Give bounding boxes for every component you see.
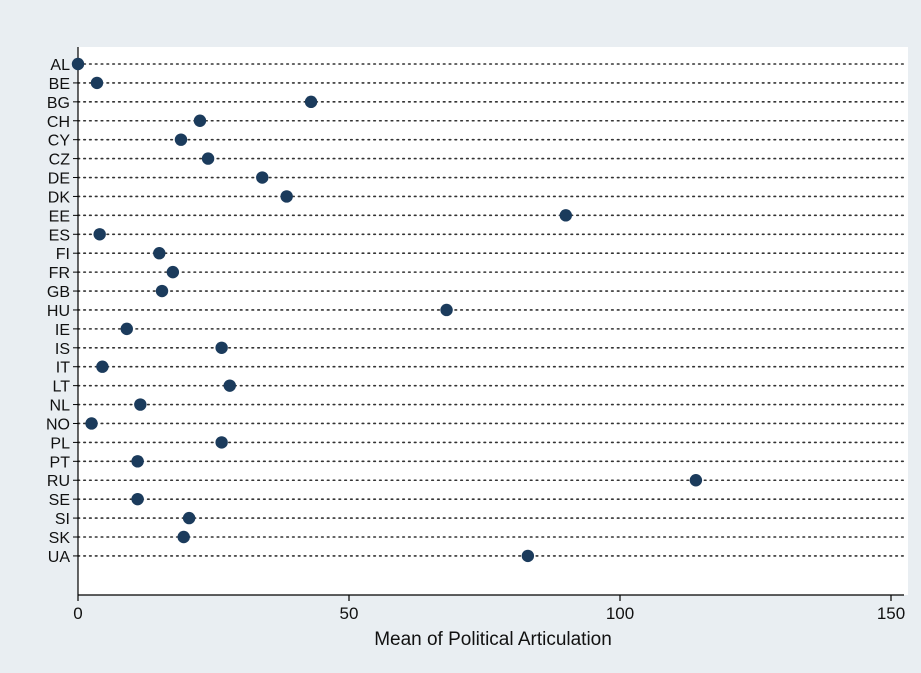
data-point-ru bbox=[690, 474, 702, 486]
category-label-gb: GB bbox=[47, 284, 70, 301]
category-label-al: AL bbox=[50, 57, 70, 74]
category-label-de: DE bbox=[48, 171, 70, 188]
data-point-hu bbox=[440, 304, 452, 316]
x-tick-label-50: 50 bbox=[340, 604, 359, 623]
data-point-fr bbox=[167, 266, 179, 278]
data-point-cy bbox=[175, 133, 187, 145]
data-point-nl bbox=[134, 398, 146, 410]
data-point-gb bbox=[156, 285, 168, 297]
category-label-no: NO bbox=[46, 416, 70, 433]
x-tick-label-150: 150 bbox=[877, 604, 905, 623]
category-label-cy: CY bbox=[48, 133, 71, 150]
data-point-ua bbox=[522, 550, 534, 562]
category-label-ie: IE bbox=[55, 322, 70, 339]
x-axis-title: Mean of Political Articulation bbox=[374, 629, 612, 650]
category-label-hu: HU bbox=[47, 303, 70, 320]
data-point-is bbox=[215, 342, 227, 354]
data-point-al bbox=[72, 58, 84, 70]
data-point-fi bbox=[153, 247, 165, 259]
data-point-dk bbox=[280, 190, 292, 202]
category-label-ua: UA bbox=[48, 549, 71, 566]
category-label-pl: PL bbox=[50, 435, 70, 452]
category-label-is: IS bbox=[55, 341, 70, 358]
category-label-lt: LT bbox=[53, 379, 71, 396]
data-point-pt bbox=[131, 455, 143, 467]
category-label-fi: FI bbox=[56, 246, 70, 263]
category-label-ch: CH bbox=[47, 114, 70, 131]
data-point-se bbox=[131, 493, 143, 505]
category-label-es: ES bbox=[49, 227, 70, 244]
category-label-se: SE bbox=[49, 492, 70, 509]
x-tick-label-0: 0 bbox=[73, 604, 82, 623]
data-point-de bbox=[256, 171, 268, 183]
plot-area bbox=[78, 47, 908, 595]
x-tick-label-100: 100 bbox=[606, 604, 634, 623]
data-point-cz bbox=[202, 152, 214, 164]
data-point-pl bbox=[215, 436, 227, 448]
data-point-sk bbox=[177, 531, 189, 543]
data-point-it bbox=[96, 361, 108, 373]
data-point-ie bbox=[121, 323, 133, 335]
category-label-be: BE bbox=[49, 76, 70, 93]
data-point-ee bbox=[560, 209, 572, 221]
category-label-ee: EE bbox=[49, 208, 70, 225]
data-point-bg bbox=[305, 96, 317, 108]
category-label-pt: PT bbox=[50, 454, 71, 471]
category-label-fr: FR bbox=[49, 265, 70, 282]
category-label-it: IT bbox=[56, 360, 70, 377]
category-label-nl: NL bbox=[50, 398, 71, 415]
category-label-bg: BG bbox=[47, 95, 70, 112]
category-label-dk: DK bbox=[48, 189, 71, 206]
data-point-ch bbox=[194, 115, 206, 127]
category-label-ru: RU bbox=[47, 473, 70, 490]
data-point-no bbox=[85, 417, 97, 429]
data-point-es bbox=[93, 228, 105, 240]
category-label-sk: SK bbox=[49, 530, 71, 547]
data-point-lt bbox=[224, 379, 236, 391]
data-point-be bbox=[91, 77, 103, 89]
category-label-si: SI bbox=[55, 511, 70, 528]
data-point-si bbox=[183, 512, 195, 524]
category-label-cz: CZ bbox=[49, 152, 71, 169]
